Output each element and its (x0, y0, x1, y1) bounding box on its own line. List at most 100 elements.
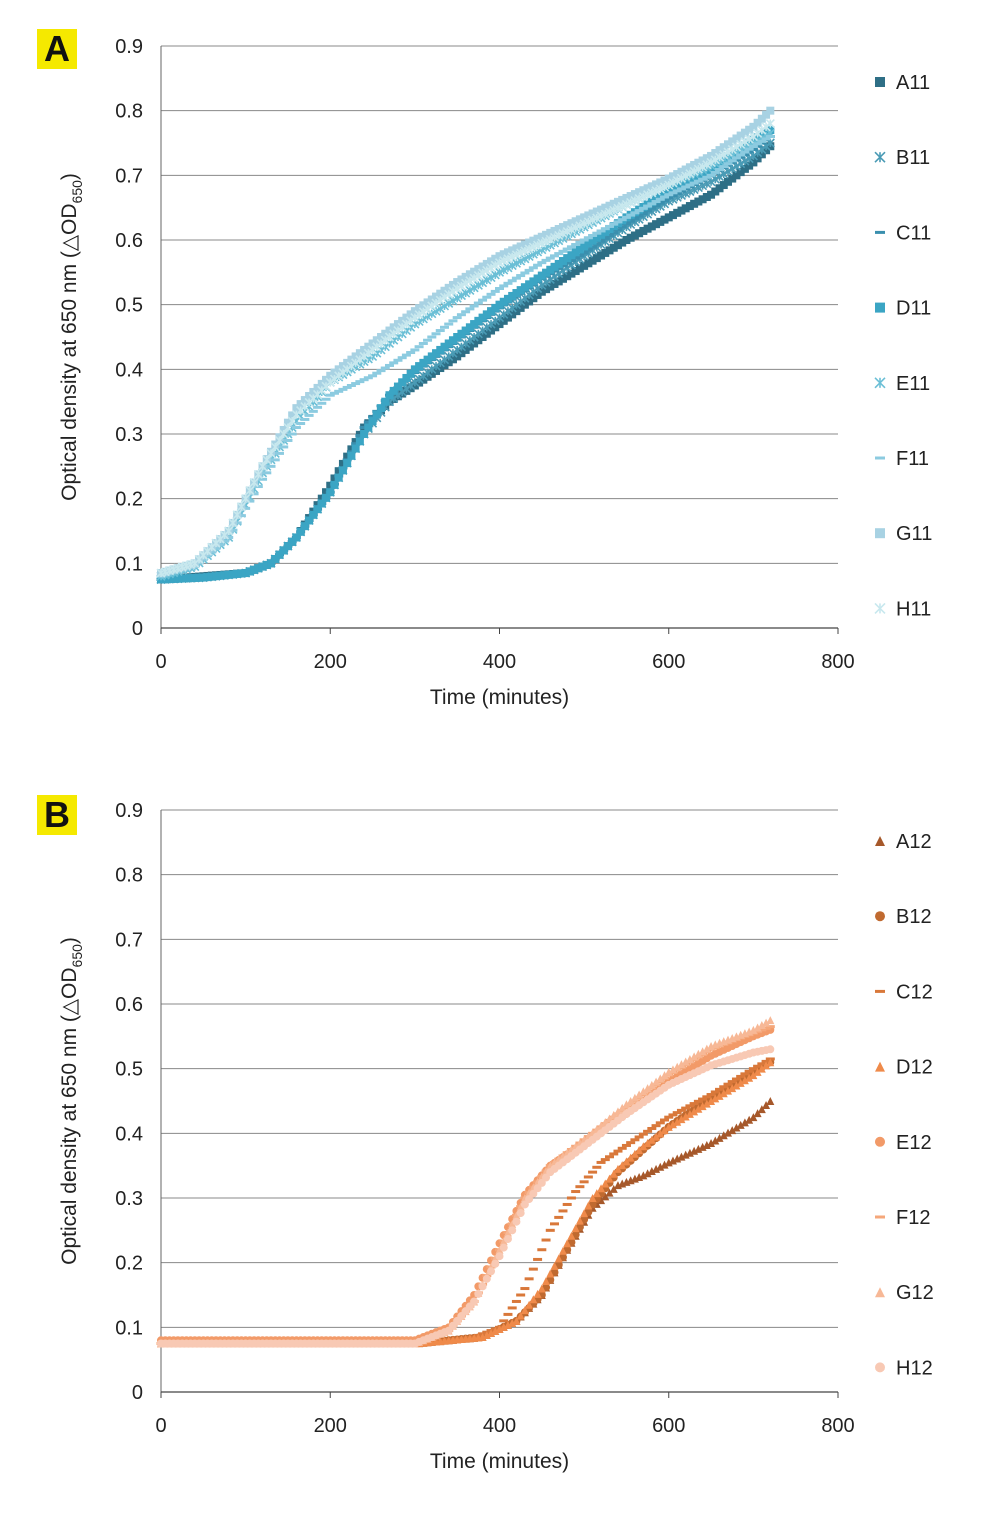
data-point (609, 1110, 618, 1119)
legend-marker (875, 911, 885, 922)
data-point (546, 265, 555, 274)
data-point (550, 1222, 560, 1226)
y-axis-label-close: ) (58, 173, 81, 180)
data-point (533, 1184, 542, 1193)
data-point (575, 240, 585, 244)
data-point (545, 1228, 555, 1232)
data-point (766, 1045, 775, 1054)
chart-a: Optical density at 650 nm (△OD650) Time … (58, 36, 932, 709)
data-point (550, 279, 559, 288)
data-point (186, 574, 195, 583)
data-point (690, 1052, 699, 1061)
data-point (689, 1102, 699, 1106)
data-point (305, 392, 314, 401)
data-point (266, 464, 276, 468)
data-point (491, 254, 500, 263)
legend-item-A12: A12 (875, 831, 932, 853)
data-point (749, 1025, 758, 1034)
data-point (495, 287, 504, 290)
data-point (487, 257, 496, 266)
data-point (677, 167, 686, 176)
data-point (178, 574, 187, 583)
data-point (228, 528, 238, 532)
data-point (728, 137, 737, 146)
data-point (647, 1167, 656, 1176)
data-point (317, 499, 326, 508)
data-point (355, 380, 365, 384)
data-point (415, 362, 424, 371)
data-point (533, 1289, 542, 1298)
y-tick-label: 0 (132, 618, 143, 640)
legend-item-G11: G11 (875, 523, 932, 545)
data-point (507, 260, 517, 271)
data-point (652, 220, 661, 229)
x-tick-label: 0 (155, 1415, 166, 1437)
legend-label: F12 (896, 1207, 930, 1229)
data-point (448, 286, 458, 296)
data-point (647, 222, 656, 231)
data-point (436, 345, 445, 354)
data-point (690, 160, 699, 169)
data-point (287, 416, 297, 426)
legend-label: C11 (896, 222, 931, 244)
y-tick-label: 0.6 (115, 230, 143, 252)
data-point (626, 1153, 635, 1162)
legend-marker (875, 1287, 885, 1298)
data-point (440, 361, 449, 370)
data-point (254, 564, 263, 573)
data-point (736, 139, 746, 149)
data-point (503, 1234, 512, 1243)
legend-marker (874, 377, 886, 389)
data-point (753, 1109, 762, 1118)
data-point (465, 270, 474, 279)
x-axis-label: Time (minutes) (430, 686, 569, 709)
data-point (728, 174, 737, 183)
data-point (368, 417, 377, 426)
data-point (406, 369, 415, 378)
data-point (486, 272, 496, 283)
data-point (296, 400, 305, 409)
data-point (495, 252, 504, 261)
data-point (727, 1080, 737, 1084)
data-point (338, 387, 348, 391)
data-point (550, 254, 560, 258)
data-point (676, 173, 687, 183)
data-point (580, 242, 589, 251)
data-point (537, 1178, 546, 1187)
data-point (723, 1086, 732, 1095)
data-point (452, 293, 462, 303)
data-point (529, 1189, 538, 1198)
data-point (626, 1141, 636, 1145)
legend-item-H12: H12 (875, 1357, 933, 1379)
data-point (711, 187, 720, 196)
data-point (326, 488, 335, 497)
data-point (605, 233, 615, 237)
data-point (685, 202, 694, 211)
chart-b: Optical density at 650 nm (△OD650) Time … (58, 800, 934, 1473)
data-point (453, 278, 462, 287)
data-point (542, 1173, 551, 1182)
data-point (461, 278, 471, 288)
data-point (360, 430, 369, 438)
data-point (503, 263, 513, 273)
data-point (605, 1155, 615, 1159)
data-point (652, 180, 661, 189)
data-point (635, 229, 644, 238)
data-point (609, 243, 618, 252)
data-point (508, 1226, 517, 1235)
data-point (258, 562, 267, 571)
data-point (516, 286, 525, 295)
data-point (613, 197, 622, 206)
legend-marker (874, 602, 886, 614)
data-point (435, 303, 445, 314)
data-point (562, 247, 572, 251)
data-point (613, 220, 623, 224)
legend-marker (875, 989, 885, 993)
data-point (461, 288, 471, 298)
data-point (609, 199, 618, 208)
data-point (766, 1097, 775, 1105)
data-point (457, 329, 466, 338)
data-point (597, 230, 606, 239)
data-point (465, 276, 475, 286)
data-point (487, 1267, 496, 1276)
